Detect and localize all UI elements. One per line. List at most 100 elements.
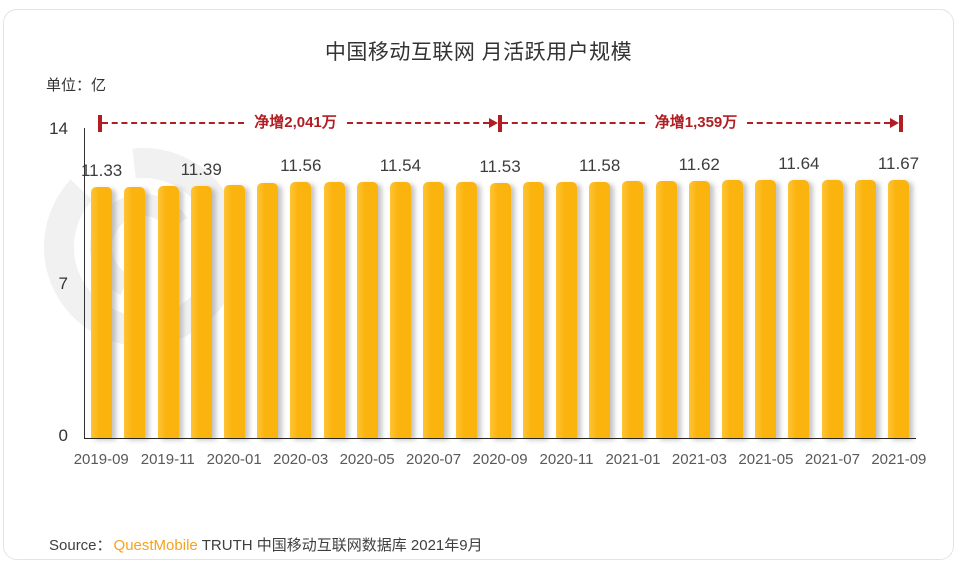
bar-2020-06	[389, 182, 411, 438]
annotation-arrowhead-icon	[489, 118, 499, 128]
unit-label: 单位：亿	[46, 77, 107, 94]
bar-2020-08	[456, 182, 478, 438]
x-tick-label: 2020-11	[539, 451, 594, 468]
annotation-label: 净增2,041万	[254, 114, 337, 131]
annotation-label: 净增1,359万	[654, 114, 738, 131]
annotation-segment-2: 净增1,359万	[502, 113, 904, 133]
chart-title: 中国移动互联网 月活跃用户规模	[324, 41, 633, 64]
bar-value-label: 11.62	[678, 154, 720, 174]
annotation-segment-1: 净增2,041万	[98, 113, 503, 133]
x-tick-label: 2020-05	[339, 451, 395, 468]
x-tick-label: 2020-09	[472, 451, 528, 468]
bar-2021-09	[887, 179, 909, 438]
bar-slot-2021-03: 11.62	[679, 128, 720, 438]
chart-card: 中国移动互联网 月活跃用户规模 单位：亿 净增2,041万 净增1,359万 1…	[3, 9, 954, 560]
x-tick-label: 2021-07	[804, 451, 860, 468]
bar-value-label: 11.58	[579, 155, 621, 175]
bar-2020-04	[323, 181, 345, 438]
annotation-mid-pipe	[498, 114, 503, 132]
bar-slot-2019-09: 11.33	[81, 128, 122, 438]
bar-slot-2020-08	[450, 128, 483, 438]
bar-2020-10	[522, 182, 544, 438]
bar-slot-2021-06: 11.64	[778, 128, 820, 438]
bar-slot-2021-07	[815, 128, 848, 438]
bar-slot-2021-04	[716, 128, 749, 438]
source-brand-questmobile: QuestMobile	[113, 537, 198, 554]
bar-value-label: 11.56	[280, 156, 322, 176]
source-prefix: Source：	[49, 537, 112, 554]
bar-2021-02	[655, 180, 677, 438]
bar-2021-04	[721, 180, 743, 438]
bar-2020-02	[257, 183, 279, 438]
source-line: Source： QuestMobile TRUTH 中国移动互联网数据库 2021年…	[49, 534, 483, 555]
bar-slot-2020-10	[517, 128, 550, 438]
x-tick-label: 2019-09	[73, 451, 129, 468]
source-rest: TRUTH 中国移动互联网数据库 2021年9月	[201, 537, 483, 554]
bar-slot-2020-11	[550, 128, 583, 438]
annotation-dashed-line	[747, 122, 891, 124]
bar-slot-2019-12: 11.39	[181, 128, 222, 438]
bar-2019-10	[124, 186, 146, 438]
annotation-start-pipe	[98, 114, 102, 132]
bar-2020-12	[589, 181, 611, 438]
bar-slot-2021-02	[649, 128, 682, 438]
net-increase-annotations: 净增2,041万 净增1,359万	[98, 113, 904, 133]
bar-2020-01	[223, 184, 245, 438]
bar-slot-2020-09: 11.53	[479, 128, 521, 438]
bar-slot-2020-12: 11.58	[579, 128, 620, 438]
bar-slot-2020-02	[251, 128, 284, 438]
bar-slot-2020-04	[317, 128, 350, 438]
annotation-dashed-line	[346, 122, 490, 124]
x-tick-label: 2020-03	[273, 451, 329, 468]
x-tick-label: 2021-05	[738, 451, 794, 468]
x-tick-label: 2020-01	[206, 451, 262, 468]
x-tick-label: 2021-01	[605, 451, 661, 468]
annotation-dashed-line	[102, 122, 245, 124]
bar-2019-09	[91, 187, 113, 438]
bar-2021-07	[821, 180, 843, 438]
bar-slot-2021-08	[849, 128, 882, 438]
x-tick-label: 2021-09	[871, 451, 927, 468]
y-tick-label-7: 7	[58, 274, 68, 293]
x-axis-ticks: 2019-09 2019-11 2020-01 2020-03 2020-05 2020-…	[68, 451, 932, 468]
bar-2020-11	[555, 182, 577, 438]
bar-2020-07	[423, 182, 445, 438]
bar-2020-03	[290, 182, 312, 438]
bar-slot-2019-11	[151, 128, 184, 438]
bar-slot-2020-06: 11.54	[380, 128, 421, 438]
bar-value-label: 11.54	[379, 156, 422, 176]
x-tick-label: 2021-03	[671, 451, 727, 468]
bar-value-label: 11.53	[479, 156, 521, 176]
x-tick-label: 2020-07	[406, 451, 462, 468]
x-tick-label: 2019-11	[140, 451, 195, 468]
annotation-dashed-line	[502, 122, 645, 124]
bar-2020-05	[356, 182, 378, 438]
annotation-end-pipe	[899, 114, 904, 132]
bar-slot-2020-07	[417, 128, 450, 438]
bar-slot-2020-05	[351, 128, 384, 438]
bar-slot-2021-09: 11.67	[878, 128, 919, 438]
bar-2019-11	[157, 186, 179, 438]
y-axis-line	[84, 128, 85, 438]
bar-slot-2019-10	[118, 128, 151, 438]
bar-value-label: 11.39	[180, 159, 222, 179]
bar-slot-2020-03: 11.56	[280, 128, 321, 438]
bar-2021-03	[688, 180, 710, 438]
x-axis-line	[84, 438, 916, 439]
bar-value-label: 11.67	[877, 153, 920, 173]
bar-value-label: 11.33	[80, 161, 123, 181]
bar-slot-2020-01	[218, 128, 251, 438]
bar-2021-06	[788, 180, 810, 438]
y-tick-label-14: 14	[49, 119, 68, 138]
bar-2021-08	[854, 179, 876, 438]
bar-2021-05	[755, 180, 777, 438]
bar-slot-2021-05	[749, 128, 782, 438]
bar-2021-01	[622, 181, 644, 438]
bar-slot-2021-01	[616, 128, 649, 438]
bars: 11.33 11.39 11.56 11.54 11.53 11.58 11.62 11.64…	[81, 128, 919, 438]
annotation-arrowhead-icon	[890, 118, 900, 128]
y-tick-label-0: 0	[58, 426, 68, 445]
bar-2019-12	[190, 185, 212, 438]
bar-value-label: 11.64	[778, 154, 820, 174]
